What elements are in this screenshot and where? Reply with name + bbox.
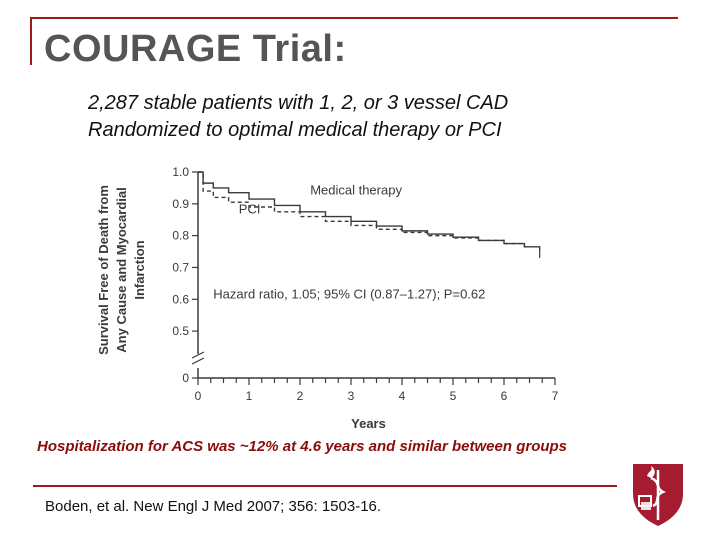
- series-label-pci: PCI: [239, 201, 261, 216]
- y-tick-label: 0: [182, 371, 189, 385]
- y-tick-label: 0.6: [172, 292, 189, 306]
- axis-break-mark: [191, 351, 205, 359]
- series-label-medical-therapy: Medical therapy: [310, 182, 402, 197]
- survival-chart: 1.0 0.9 0.8 0.7 0.6 0.5 00 1 2 3 4 5 6 7 Years Survival…: [96, 165, 559, 431]
- x-tick-label: 2: [297, 389, 304, 403]
- x-tick-label: 6: [501, 389, 508, 403]
- x-tick-label: 0: [195, 389, 202, 403]
- acs-finding-text: Hospitalization for ACS was ~12% at 4.6 …: [37, 438, 568, 455]
- hazard-ratio-annotation: Hazard ratio, 1.05; 95% CI (0.87–1.27); …: [213, 287, 485, 302]
- series-line-pci: [198, 171, 526, 247]
- subtitle-line-2: Randomized to optimal medical therapy or…: [88, 119, 502, 141]
- shield-flame: [647, 466, 655, 478]
- y-tick-label: 0.5: [172, 324, 189, 338]
- title-frame-top-rule: [30, 17, 678, 19]
- y-axis-label-line: Any Cause and Myocardial: [114, 187, 129, 352]
- y-tick-label: 0.8: [172, 229, 189, 243]
- shield-caduceus: [650, 470, 667, 520]
- bottom-rule: [33, 485, 617, 487]
- x-tick-label: 5: [450, 389, 457, 403]
- y-axis-label-line: Infarction: [132, 240, 147, 299]
- slide-title: COURAGE Trial:: [44, 28, 347, 70]
- x-tick-label: 1: [246, 389, 253, 403]
- y-tick-label: 0.9: [172, 197, 189, 211]
- y-axis-label-line: Survival Free of Death from: [96, 185, 111, 355]
- y-tick-label: 0.7: [172, 260, 189, 274]
- x-tick-label: 3: [348, 389, 355, 403]
- title-frame-left-rule: [30, 17, 32, 65]
- x-axis-label: Years: [351, 416, 386, 431]
- shield-book-right: [641, 502, 651, 510]
- axis-break-mark: [191, 357, 205, 365]
- x-tick-label: 4: [399, 389, 406, 403]
- harvard-shield-icon: [633, 464, 683, 526]
- citation-text: Boden, et al. New Engl J Med 2007; 356: …: [45, 498, 382, 515]
- subtitle-line-1: 2,287 stable patients with 1, 2, or 3 ve…: [88, 92, 509, 114]
- y-tick-label: 1.0: [172, 165, 189, 179]
- x-tick-label: 7: [552, 389, 559, 403]
